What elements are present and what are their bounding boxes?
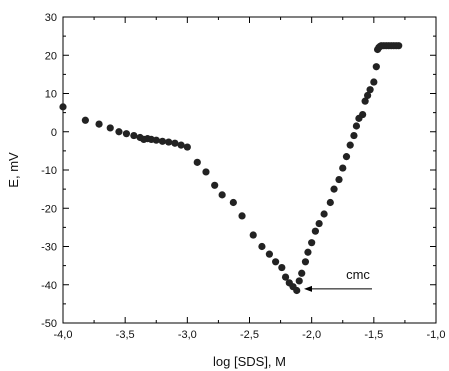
data-point — [229, 198, 237, 207]
data-point — [158, 137, 167, 145]
cmc-label: cmc — [346, 267, 370, 282]
data-points — [59, 42, 403, 295]
data-point — [395, 42, 403, 50]
data-point — [293, 286, 301, 295]
data-point — [193, 158, 201, 166]
data-point — [130, 131, 138, 140]
data-point — [152, 136, 160, 144]
data-point — [202, 168, 210, 176]
data-point — [342, 153, 351, 161]
y-tick-label: -40 — [41, 280, 57, 292]
y-axis-label: E, mV — [6, 152, 21, 188]
x-tick-label: -3,0 — [178, 329, 197, 341]
plot-frame — [62, 16, 437, 324]
data-point — [339, 164, 347, 172]
y-tick-label: 0 — [51, 127, 57, 139]
y-tick-label: 20 — [45, 50, 57, 62]
data-point — [218, 191, 226, 199]
data-point — [311, 227, 319, 235]
x-tick-label: -2,5 — [240, 329, 259, 341]
data-point — [165, 138, 173, 146]
data-point — [171, 139, 179, 147]
y-tick-label: -30 — [41, 242, 57, 254]
data-point — [258, 242, 266, 251]
data-point — [370, 78, 378, 86]
data-point — [352, 122, 361, 130]
data-point — [350, 131, 358, 140]
y-tick-label: 10 — [45, 89, 57, 101]
x-axis-label: log [SDS], M — [213, 354, 286, 369]
data-point — [326, 198, 334, 207]
data-point — [315, 219, 323, 228]
y-tick-label: -10 — [41, 165, 57, 177]
data-point — [95, 120, 103, 128]
data-point — [265, 250, 273, 258]
cmc-arrow-head — [303, 285, 312, 292]
data-point — [115, 128, 123, 136]
x-tick-label: -1,0 — [427, 329, 446, 341]
data-point — [330, 185, 338, 193]
x-tick-label: -1,5 — [364, 329, 383, 341]
data-point — [304, 248, 312, 256]
data-point — [335, 175, 343, 184]
data-point — [278, 263, 286, 272]
data-point — [366, 86, 374, 94]
data-point — [122, 130, 131, 138]
data-point — [59, 103, 67, 111]
data-point — [272, 258, 280, 266]
data-point — [346, 141, 354, 149]
data-point — [281, 273, 290, 281]
data-point — [372, 63, 380, 71]
data-point — [301, 258, 310, 266]
cmc-annotation: cmc — [303, 267, 372, 292]
data-point — [238, 212, 246, 220]
data-point — [177, 141, 185, 149]
y-axis: -50 -40 -30 -20 -10 0 10 20 30 — [41, 12, 436, 330]
data-point — [308, 239, 316, 247]
data-point — [106, 124, 114, 132]
x-tick-label: -2,0 — [302, 329, 321, 341]
y-tick-label: -20 — [41, 203, 57, 215]
data-point — [81, 116, 89, 124]
data-point — [295, 277, 303, 285]
data-point — [298, 269, 306, 277]
data-point — [249, 231, 257, 239]
y-tick-label: -50 — [41, 318, 57, 330]
x-tick-label: -3,5 — [116, 329, 135, 341]
x-tick-label: -4,0 — [54, 329, 73, 341]
data-point — [320, 210, 328, 218]
x-axis: -4,0 -3,5 -3,0 -2,5 -2,0 -1,5 -1,0 — [54, 17, 446, 341]
data-point — [211, 181, 219, 189]
y-tick-label: 30 — [45, 12, 57, 24]
data-point — [183, 143, 191, 151]
data-point — [361, 97, 369, 105]
data-point — [364, 91, 372, 100]
data-point — [359, 110, 367, 119]
